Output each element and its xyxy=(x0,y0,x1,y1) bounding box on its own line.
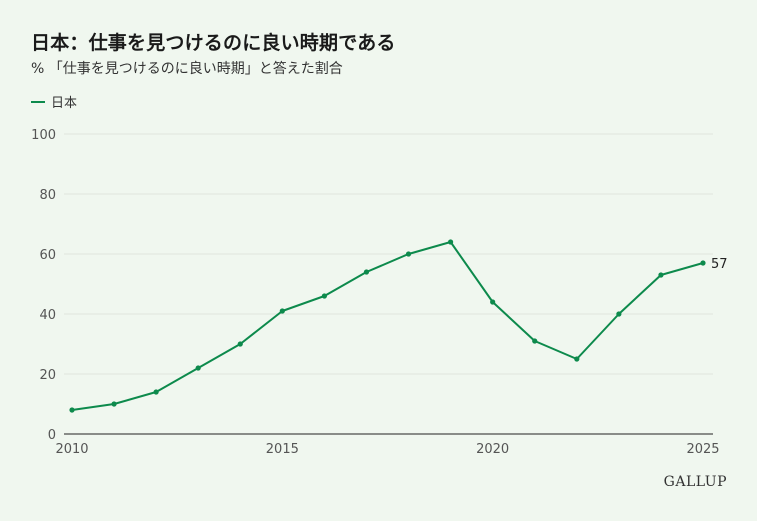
data-point-2011 xyxy=(111,401,117,407)
y-tick-label-80: 80 xyxy=(39,188,56,203)
chart-subtitle: % 「仕事を見つけるのに良い時期」と答えた割合 xyxy=(31,61,343,77)
data-point-2021 xyxy=(532,338,538,344)
y-tick-label-100: 100 xyxy=(31,128,56,143)
data-point-2018 xyxy=(405,251,412,257)
grid-lines xyxy=(64,133,713,375)
gallup-logo: GALLUP xyxy=(663,474,727,490)
end-value-label: 57 xyxy=(711,257,728,272)
data-point-2014 xyxy=(237,341,243,347)
data-point-2016 xyxy=(321,293,327,299)
data-point-2015 xyxy=(279,308,285,314)
chart-title: 日本：仕事を見つけるのに良い時期である xyxy=(31,32,396,54)
data-point-2010 xyxy=(69,407,75,413)
x-tick-labels: 2010 2015 2020 2025 xyxy=(55,442,719,457)
x-tick-label-2015: 2015 xyxy=(266,442,299,457)
data-point-2012 xyxy=(153,389,159,395)
data-point-2020 xyxy=(490,299,496,305)
data-point-2024 xyxy=(658,272,664,278)
data-point-2019 xyxy=(448,239,454,245)
legend: 日本 xyxy=(31,92,77,111)
data-point-2022 xyxy=(574,356,580,362)
data-point-2013 xyxy=(195,365,201,371)
legend-label: 日本 xyxy=(51,96,78,111)
data-point-2025 xyxy=(700,260,706,266)
y-tick-label-20: 20 xyxy=(39,368,56,383)
x-tick-label-2010: 2010 xyxy=(55,442,88,457)
data-point-2023 xyxy=(616,311,622,317)
x-tick-label-2025: 2025 xyxy=(686,442,719,457)
series-layer: 57 xyxy=(69,239,728,413)
x-tick-label-2020: 2020 xyxy=(476,442,509,457)
y-tick-label-0: 0 xyxy=(48,428,56,443)
y-tick-labels: 0 20 40 60 80 100 xyxy=(31,128,56,443)
y-tick-label-60: 60 xyxy=(39,248,56,263)
legend-swatch xyxy=(31,100,45,103)
series-line-0 xyxy=(71,241,704,411)
y-tick-label-40: 40 xyxy=(39,308,56,323)
data-point-2017 xyxy=(363,269,370,275)
